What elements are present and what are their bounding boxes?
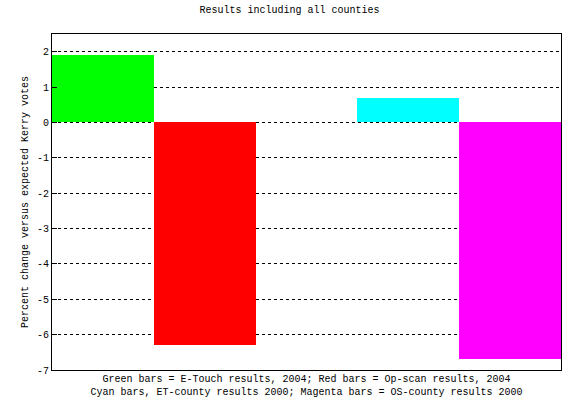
svg-text:-1: -1 [37,153,49,164]
svg-text:-3: -3 [37,224,49,235]
svg-text:0: 0 [43,118,49,129]
svg-text:1: 1 [43,83,49,94]
svg-text:Percent change versus expected: Percent change versus expected Kerry vot… [20,76,31,328]
svg-text:Green bars = E-Touch results,: Green bars = E-Touch results, 2004; Red … [90,374,522,398]
svg-text:-4: -4 [37,259,49,270]
svg-text:-5: -5 [37,295,49,306]
svg-text:-7: -7 [37,366,49,377]
svg-text:2: 2 [43,47,49,58]
svg-text:-6: -6 [37,330,49,341]
svg-text:Results including all counties: Results including all counties [199,5,379,16]
svg-text:-2: -2 [37,189,49,200]
